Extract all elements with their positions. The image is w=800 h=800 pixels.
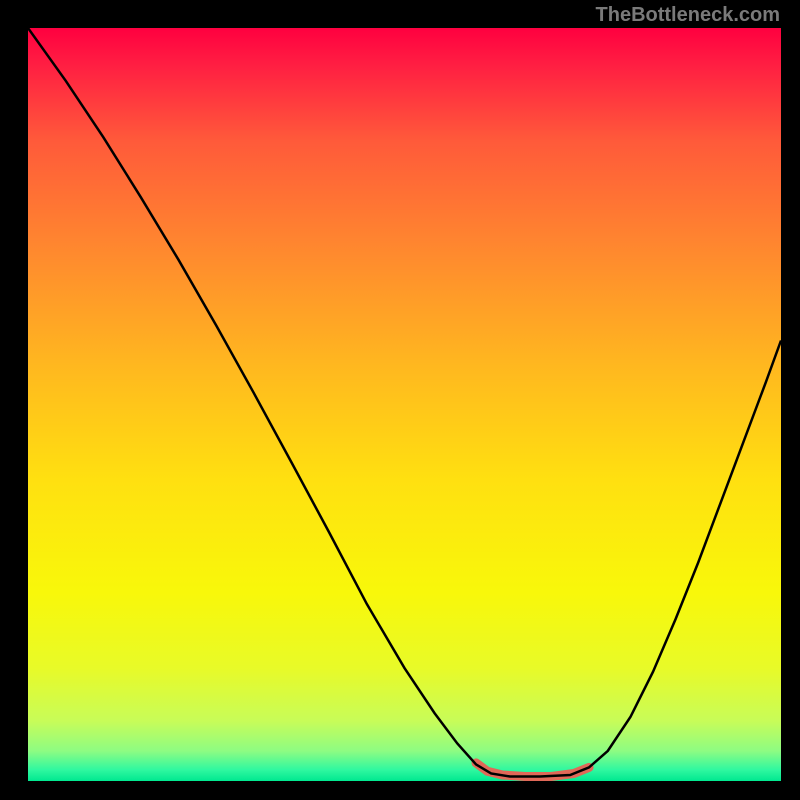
plot-area <box>28 28 781 781</box>
watermark-text: TheBottleneck.com <box>596 4 780 27</box>
bottleneck-curve <box>28 28 781 776</box>
chart-container: TheBottleneck.com <box>0 0 800 800</box>
curve-overlay <box>28 28 781 781</box>
